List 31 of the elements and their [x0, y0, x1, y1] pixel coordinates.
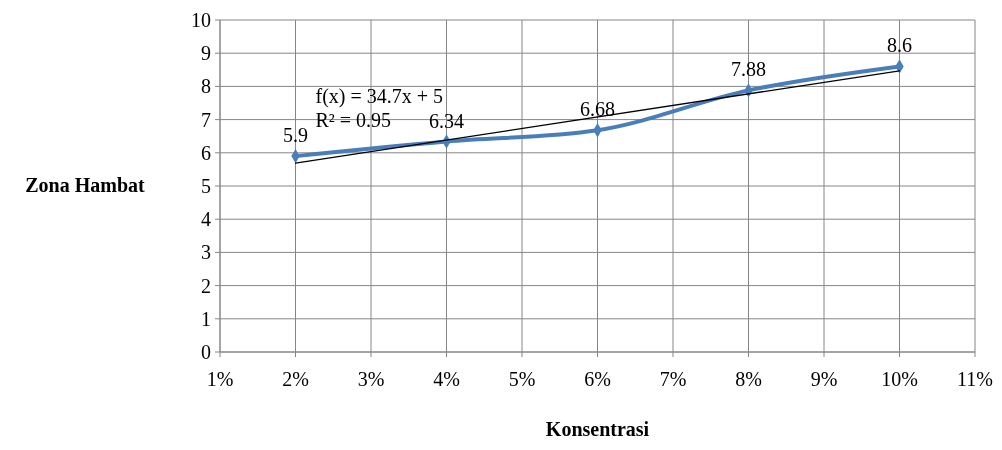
x-tick-label: 8% [735, 368, 762, 390]
x-tick-label: 3% [357, 368, 385, 390]
y-tick-label: 4 [201, 208, 211, 231]
data-label: 5.9 [283, 124, 308, 147]
y-tick-label: 2 [201, 274, 211, 297]
y-tick-label: 8 [201, 75, 211, 98]
data-label: 8.6 [887, 34, 912, 57]
x-tick-label: 1% [206, 368, 234, 390]
x-tick-label: 5% [508, 368, 536, 390]
x-tick-label: 11% [957, 368, 993, 390]
y-tick-label: 6 [201, 141, 211, 164]
x-tick-label: 9% [810, 368, 838, 390]
x-tick-label: 6% [584, 368, 611, 390]
annotation: R² = 0.95 [315, 109, 392, 132]
y-axis-title: Zona Hambat [25, 174, 146, 196]
y-tick-label: 5 [201, 175, 211, 197]
y-tick-label: 0 [201, 341, 211, 363]
data-label: 7.88 [731, 58, 766, 81]
x-axis-title: Konsentrasi [545, 418, 650, 440]
y-tick-label: 10 [191, 9, 211, 31]
data-label: 6.34 [429, 109, 464, 132]
y-tick-label: 1 [201, 307, 211, 330]
y-tick-label: 7 [201, 108, 211, 131]
x-tick-label: 7% [659, 368, 687, 390]
y-tick-label: 9 [201, 42, 211, 65]
y-tick-label: 3 [201, 241, 211, 264]
x-tick-label: 10% [881, 368, 918, 390]
x-tick-label: 2% [282, 368, 309, 390]
annotation: f(x) = 34.7x + 5 [315, 85, 444, 109]
x-tick-label: 4% [433, 368, 460, 390]
data-label: 6.68 [580, 98, 615, 121]
